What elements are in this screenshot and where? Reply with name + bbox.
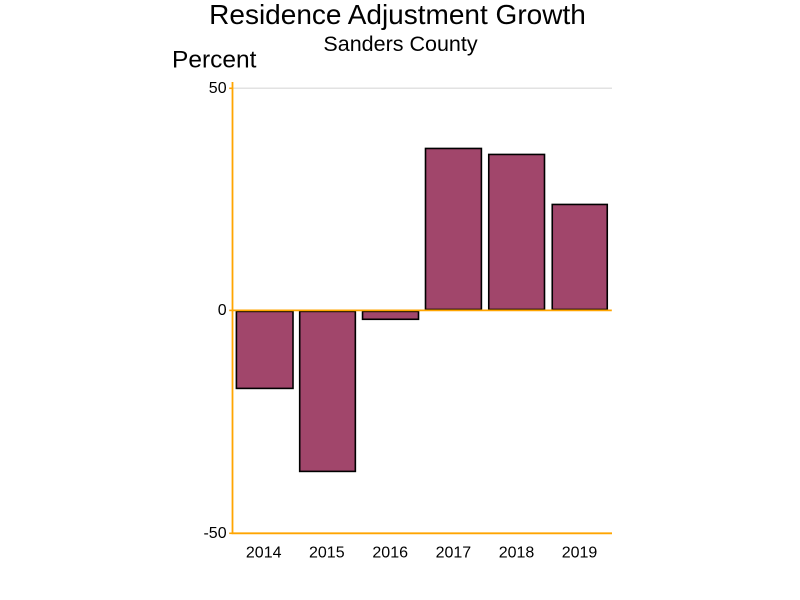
svg-text:Percent: Percent	[172, 47, 257, 74]
svg-text:0: 0	[218, 302, 227, 319]
svg-text:2014: 2014	[246, 545, 282, 562]
svg-text:2019: 2019	[562, 545, 598, 562]
svg-text:50: 50	[209, 80, 227, 97]
svg-text:Sanders County: Sanders County	[323, 32, 477, 56]
svg-text:Residence Adjustment Growth: Residence Adjustment Growth	[209, 0, 586, 30]
svg-text:2018: 2018	[499, 545, 535, 562]
svg-text:-50: -50	[203, 525, 226, 542]
svg-text:2015: 2015	[309, 545, 345, 562]
svg-text:2017: 2017	[436, 545, 472, 562]
svg-text:2016: 2016	[372, 545, 408, 562]
